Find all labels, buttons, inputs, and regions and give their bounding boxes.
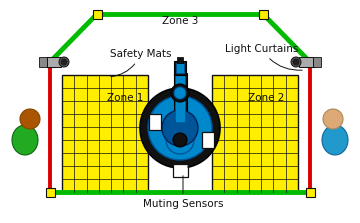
Text: Muting Sensors: Muting Sensors [143, 176, 223, 209]
Text: Light Curtains: Light Curtains [225, 44, 302, 70]
Bar [45, 58, 54, 66]
Bar [175, 74, 185, 122]
Bar [172, 163, 188, 176]
Text: Safety Mats: Safety Mats [110, 49, 171, 77]
Bar [306, 188, 315, 196]
Circle shape [162, 110, 198, 146]
Circle shape [174, 87, 186, 99]
Circle shape [173, 133, 187, 147]
Text: Zone 1: Zone 1 [107, 93, 143, 103]
Bar [202, 132, 214, 148]
Text: Zone 3: Zone 3 [162, 16, 198, 26]
Circle shape [171, 84, 189, 102]
Circle shape [166, 126, 194, 154]
Bar [258, 10, 267, 19]
Bar [174, 73, 187, 123]
Bar [177, 57, 183, 63]
Bar [62, 75, 148, 192]
Bar [149, 114, 161, 130]
Bar [299, 57, 313, 67]
Ellipse shape [322, 125, 348, 155]
Bar [212, 75, 298, 192]
Bar [39, 57, 49, 67]
Circle shape [61, 59, 67, 65]
Bar [176, 63, 184, 73]
Bar [174, 61, 186, 75]
Circle shape [291, 57, 301, 67]
Circle shape [140, 88, 220, 168]
Circle shape [59, 57, 69, 67]
Text: Zone 2: Zone 2 [248, 93, 284, 103]
Ellipse shape [12, 125, 38, 155]
Bar [306, 58, 315, 66]
Bar [45, 188, 54, 196]
Circle shape [323, 109, 343, 129]
Circle shape [293, 59, 299, 65]
Bar [93, 10, 102, 19]
Circle shape [20, 109, 40, 129]
Bar [311, 57, 321, 67]
Circle shape [148, 96, 212, 160]
Bar [47, 57, 61, 67]
